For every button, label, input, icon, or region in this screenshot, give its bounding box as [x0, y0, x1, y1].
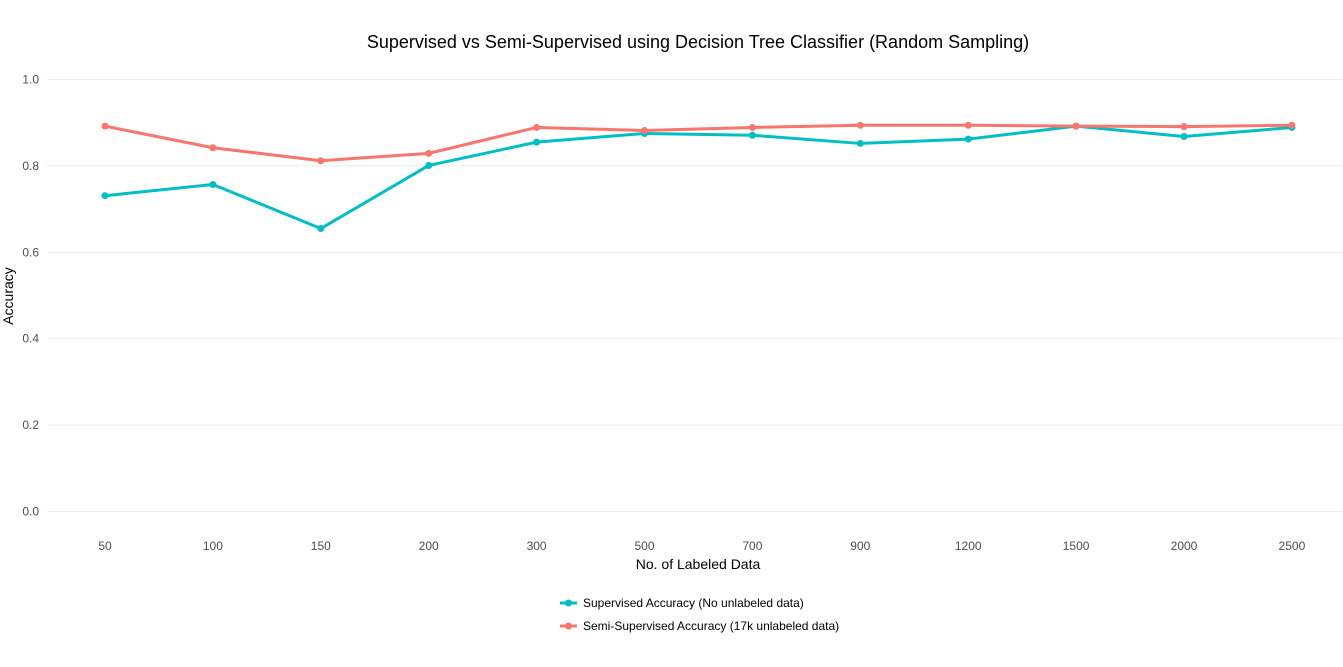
data-point-series-0	[209, 180, 217, 188]
data-point-series-1	[1072, 122, 1080, 130]
x-tick-label: 300	[527, 539, 547, 553]
y-axis-title: Accuracy	[0, 267, 16, 325]
x-tick-label: 150	[311, 539, 331, 553]
data-point-series-0	[748, 131, 756, 139]
data-point-series-1	[533, 123, 541, 131]
data-point-series-1	[425, 149, 433, 157]
data-point-series-1	[1288, 121, 1296, 129]
legend-label-semi-supervised: Semi-Supervised Accuracy (17k unlabeled …	[583, 619, 839, 633]
data-point-series-0	[964, 135, 972, 143]
y-tick-label: 0.2	[22, 418, 39, 432]
y-tick-label: 0.6	[22, 245, 39, 259]
gridlines	[47, 79, 1343, 512]
x-tick-label: 900	[850, 539, 870, 553]
x-tick-label: 1200	[955, 539, 982, 553]
y-tick-label: 1.0	[22, 73, 39, 87]
legend: Supervised Accuracy (No unlabeled data) …	[560, 596, 839, 633]
y-tick-label: 0.8	[22, 159, 39, 173]
data-point-series-0	[317, 225, 325, 233]
x-tick-label: 200	[419, 539, 439, 553]
y-tick-label: 0.0	[22, 505, 39, 519]
series-line-0	[104, 124, 1293, 231]
data-point-series-1	[964, 121, 972, 129]
data-point-series-1	[317, 157, 325, 165]
data-point-series-1	[1180, 123, 1188, 131]
x-axis-title: No. of Labeled Data	[636, 556, 761, 572]
legend-item-supervised: Supervised Accuracy (No unlabeled data)	[560, 596, 804, 610]
data-point-series-0	[425, 161, 433, 169]
legend-item-semi-supervised: Semi-Supervised Accuracy (17k unlabeled …	[560, 619, 839, 633]
x-tick-label: 1500	[1063, 539, 1090, 553]
legend-key-point-supervised	[565, 599, 572, 607]
data-point-series-1	[856, 121, 864, 129]
data-point-series-1	[209, 144, 217, 152]
y-tick-label: 0.4	[22, 332, 39, 346]
data-point-series-0	[533, 138, 541, 146]
series-points	[101, 121, 1296, 233]
x-tick-label: 2000	[1171, 539, 1198, 553]
x-tick-label: 500	[634, 539, 654, 553]
x-tick-labels: 50 100 150 200 300 500 700 900 1200 1500 2000 2500	[98, 539, 1305, 553]
chart-title: Supervised vs Semi-Supervised using Deci…	[367, 32, 1029, 52]
x-tick-label: 700	[742, 539, 762, 553]
x-tick-label: 100	[203, 539, 223, 553]
data-point-series-1	[748, 123, 756, 131]
series-lines	[104, 123, 1293, 231]
x-tick-label: 2500	[1279, 539, 1306, 553]
data-point-series-0	[101, 192, 109, 200]
x-tick-label: 50	[98, 539, 112, 553]
series-line-1	[104, 123, 1292, 163]
data-point-series-1	[101, 122, 109, 130]
legend-key-point-semi-supervised	[565, 622, 572, 630]
data-point-series-0	[856, 139, 864, 147]
y-tick-labels: 0.0 0.2 0.4 0.6 0.8 1.0	[22, 73, 39, 519]
legend-label-supervised: Supervised Accuracy (No unlabeled data)	[583, 596, 804, 610]
data-point-series-1	[641, 126, 648, 134]
data-point-series-0	[1180, 133, 1188, 141]
